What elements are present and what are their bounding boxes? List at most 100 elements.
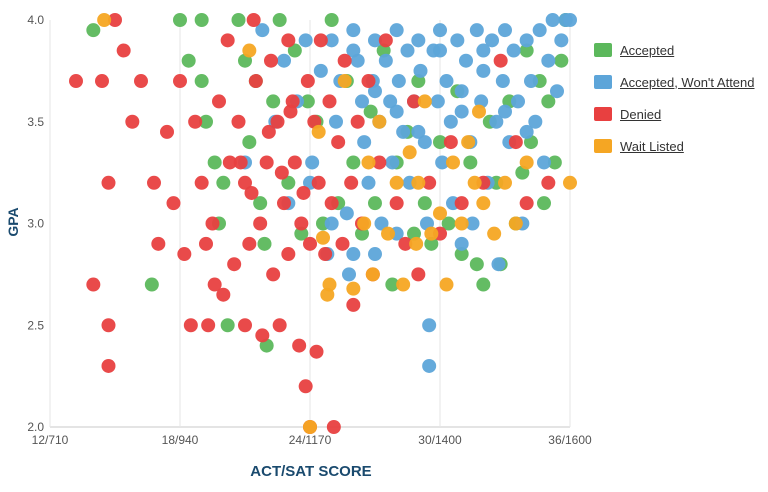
data-point xyxy=(417,196,432,211)
data-point xyxy=(519,33,534,48)
data-point xyxy=(207,155,222,170)
series-2 xyxy=(69,13,556,434)
x-tick-label: 30/1400 xyxy=(418,433,462,447)
legend-item-accepted[interactable]: Accepted xyxy=(594,34,766,66)
data-point xyxy=(277,53,291,68)
data-point xyxy=(476,196,491,211)
data-point xyxy=(324,33,339,48)
data-point xyxy=(300,74,315,89)
legend-label: Wait Listed xyxy=(620,138,684,154)
data-point xyxy=(86,23,101,38)
data-point xyxy=(519,196,534,211)
data-point xyxy=(303,236,317,251)
data-point xyxy=(194,175,209,190)
data-point xyxy=(335,236,350,251)
data-point xyxy=(454,247,469,262)
data-point xyxy=(316,230,330,245)
data-point xyxy=(545,13,560,27)
data-point xyxy=(222,155,237,170)
data-point xyxy=(547,155,562,170)
data-point xyxy=(396,124,411,139)
data-point xyxy=(331,135,346,150)
data-point xyxy=(476,63,491,78)
y-tick-label: 3.5 xyxy=(27,115,44,129)
data-point xyxy=(469,257,484,272)
data-point xyxy=(400,43,415,58)
data-point xyxy=(194,74,209,89)
data-point xyxy=(435,155,450,170)
data-point xyxy=(346,23,361,38)
data-point xyxy=(324,196,339,211)
data-point xyxy=(272,318,287,333)
data-point xyxy=(417,135,432,150)
data-point xyxy=(430,94,445,109)
x-axis-title: ACT/SAT SCORE xyxy=(250,463,371,480)
data-point xyxy=(183,318,198,333)
legend-item-accepted-wont-attend[interactable]: Accepted, Won't Attend xyxy=(594,66,766,98)
data-point xyxy=(337,74,352,89)
data-point xyxy=(277,196,291,211)
y-axis-title: GPA xyxy=(5,207,21,236)
data-point xyxy=(216,287,231,302)
data-point xyxy=(160,124,174,139)
data-point xyxy=(439,74,454,89)
data-point xyxy=(311,175,326,190)
data-point xyxy=(266,267,281,282)
data-point xyxy=(313,63,328,78)
data-point xyxy=(355,94,369,109)
data-point xyxy=(506,43,521,58)
data-point xyxy=(244,185,259,200)
legend-item-denied[interactable]: Denied xyxy=(594,98,766,130)
data-point xyxy=(294,226,309,241)
data-point xyxy=(272,13,287,27)
data-point xyxy=(439,277,454,292)
data-point xyxy=(125,114,140,129)
legend-item-wait-listed[interactable]: Wait Listed xyxy=(594,130,766,162)
data-point xyxy=(108,13,122,27)
data-point xyxy=(173,13,187,27)
data-point xyxy=(303,420,317,434)
data-point xyxy=(97,13,112,27)
data-point xyxy=(101,175,116,190)
legend-swatch xyxy=(594,43,612,57)
data-point xyxy=(487,226,502,241)
data-point xyxy=(385,277,400,292)
data-point xyxy=(199,236,213,251)
data-point xyxy=(181,53,196,68)
data-point xyxy=(411,33,426,48)
data-point xyxy=(402,145,417,160)
data-point xyxy=(231,13,246,27)
data-point xyxy=(541,53,556,68)
data-point xyxy=(216,175,231,190)
y-tick-label: 3.0 xyxy=(27,217,44,231)
data-point xyxy=(242,236,257,251)
data-point xyxy=(281,175,296,190)
data-point xyxy=(305,155,320,170)
data-point xyxy=(227,257,242,272)
data-point xyxy=(205,216,220,231)
data-point xyxy=(95,74,109,89)
data-point xyxy=(253,196,268,211)
data-point xyxy=(368,196,382,211)
data-point xyxy=(101,358,116,373)
data-point xyxy=(134,74,148,89)
data-point xyxy=(409,236,424,251)
data-point xyxy=(541,175,556,190)
data-point xyxy=(554,33,569,48)
data-point xyxy=(322,277,337,292)
data-point xyxy=(361,74,376,89)
data-point xyxy=(407,94,421,109)
data-point xyxy=(511,94,525,109)
data-point xyxy=(385,155,400,170)
data-point xyxy=(389,23,404,38)
data-point xyxy=(294,216,309,231)
data-point xyxy=(296,185,311,200)
data-point xyxy=(519,124,534,139)
data-point xyxy=(361,175,376,190)
data-point xyxy=(151,236,166,251)
data-point xyxy=(372,155,387,170)
legend-swatch xyxy=(594,107,612,121)
data-point xyxy=(270,114,285,129)
data-point xyxy=(389,175,404,190)
data-point xyxy=(368,247,382,262)
